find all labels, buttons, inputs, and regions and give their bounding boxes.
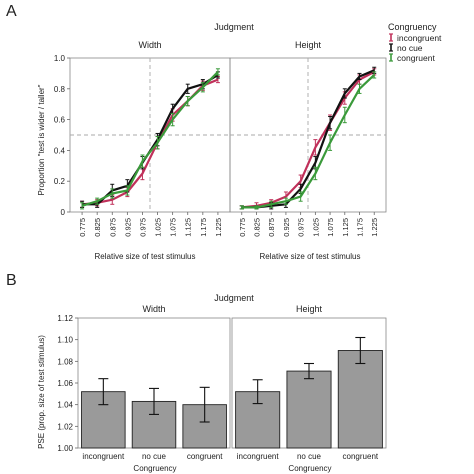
- panel-b-ytick-label: 1.00: [57, 444, 73, 453]
- panel-a-width-title: Width: [138, 40, 161, 50]
- panel-a-xtick-label: 0.825: [93, 218, 102, 237]
- panel-b-width-title: Width: [142, 304, 165, 314]
- panel-a-facet-title: Judgment: [214, 22, 254, 32]
- legend-label-congruent: congruent: [397, 53, 435, 63]
- panel-a-xtick-label: 0.775: [238, 218, 247, 237]
- panel-b-ytick-label: 1.08: [57, 357, 73, 366]
- panel-a-xtick-label: 1.025: [154, 218, 163, 237]
- panel-b-height-facet: Height incongruent no cue congruent: [231, 304, 387, 461]
- panel-b-width-facet: Width 1.00 1.02 1.04 1.06 1.08 1.10 1.12 incongr…: [57, 304, 231, 461]
- panel-a-xtick-label: 1.175: [356, 218, 365, 237]
- panel-b-ytick-label: 1.12: [57, 314, 73, 323]
- bar-category-label-incongruent: incongruent: [82, 452, 125, 461]
- bar-category-label-incongruent: incongruent: [237, 452, 280, 461]
- panel-a-ylabel: Proportion "test is wider / taller": [37, 84, 46, 195]
- bar-category-label-congruent: congruent: [343, 452, 379, 461]
- panel-a-xtick-label: 0.925: [282, 218, 291, 237]
- panel-a-xtick-label: 0.975: [138, 218, 147, 237]
- legend-label-no-cue: no cue: [397, 43, 423, 53]
- panel-a-xtick-label: 0.975: [297, 218, 306, 237]
- panel-a-xtick-label: 1.125: [184, 218, 193, 237]
- plot-layer: Width 0 0.2 0.4 0.6 0.8 1.0 0.775 0.825 0.875 0.92…: [54, 33, 442, 461]
- panel-a-ytick-label: 0.2: [54, 177, 66, 186]
- panel-a-ytick-label: 0.8: [54, 85, 66, 94]
- series-line-congruent: [81, 71, 219, 207]
- panel-a-width-facet: Width 0 0.2 0.4 0.6 0.8 1.0 0.775 0.825 0.875 0.92…: [54, 40, 231, 237]
- bar-congruent: [337, 350, 383, 449]
- panel-b-ytick-label: 1.04: [57, 401, 73, 410]
- bar-category-label-no-cue: no cue: [297, 452, 322, 461]
- series-line-congruent: [241, 74, 375, 209]
- panel-a-xtick-label: 1.075: [326, 218, 335, 237]
- panel-a-ytick-label: 0: [61, 208, 66, 217]
- panel-a-height-title: Height: [295, 40, 322, 50]
- panel-a-ytick-label: 0.4: [54, 146, 66, 155]
- panel-a-xtick-label: 1.025: [311, 218, 320, 237]
- panel-a-xtick-label: 0.825: [252, 218, 261, 237]
- panel-a-xtick-label: 1.225: [370, 218, 379, 237]
- panel-a-xtick-label: 1.075: [169, 218, 178, 237]
- bar-category-label-no-cue: no cue: [142, 452, 167, 461]
- bar-category-label-congruent: congruent: [187, 452, 223, 461]
- panel-b-letter: B: [6, 272, 17, 289]
- panel-a-xlabel-width: Relative size of test stimulus: [95, 252, 196, 261]
- panel-a-xtick-label: 0.875: [267, 218, 276, 237]
- panel-a-legend-title: Congruency: [388, 22, 437, 32]
- legend-label-incongruent: incongruent: [397, 33, 442, 43]
- bar-no-cue: [286, 370, 332, 449]
- panel-a-xtick-label: 1.125: [341, 218, 350, 237]
- panel-a-letter: A: [6, 3, 17, 20]
- series-line-incongruent: [241, 70, 375, 209]
- panel-a-xtick-label: 0.925: [123, 218, 132, 237]
- panel-b-ytick-label: 1.06: [57, 379, 73, 388]
- panel-a-xtick-label: 0.875: [108, 218, 117, 237]
- panel-b-facet-title: Judgment: [214, 293, 254, 303]
- panel-a-xtick-label: 0.775: [78, 218, 87, 237]
- panel-b-xlabel-width: Congruency: [133, 464, 176, 473]
- panel-b-height-title: Height: [296, 304, 323, 314]
- panel-b-xlabel-height: Congruency: [288, 464, 331, 473]
- panel-a-xtick-label: 1.175: [199, 218, 208, 237]
- panel-a-ytick-label: 1.0: [54, 54, 66, 63]
- panel-b-ytick-label: 1.10: [57, 336, 73, 345]
- panel-a-xtick-label: 1.225: [214, 218, 223, 237]
- panel-b-ylabel: PSE (prop. size of test stimulus): [37, 335, 46, 449]
- panel-a-height-facet: Height 0.775 0.825 0.875 0.925 0.975 1.025 1.07…: [229, 40, 387, 237]
- panel-a-ytick-label: 0.6: [54, 116, 66, 125]
- panel-b-ytick-label: 1.02: [57, 422, 73, 431]
- panel-a-xlabel-height: Relative size of test stimulus: [260, 252, 361, 261]
